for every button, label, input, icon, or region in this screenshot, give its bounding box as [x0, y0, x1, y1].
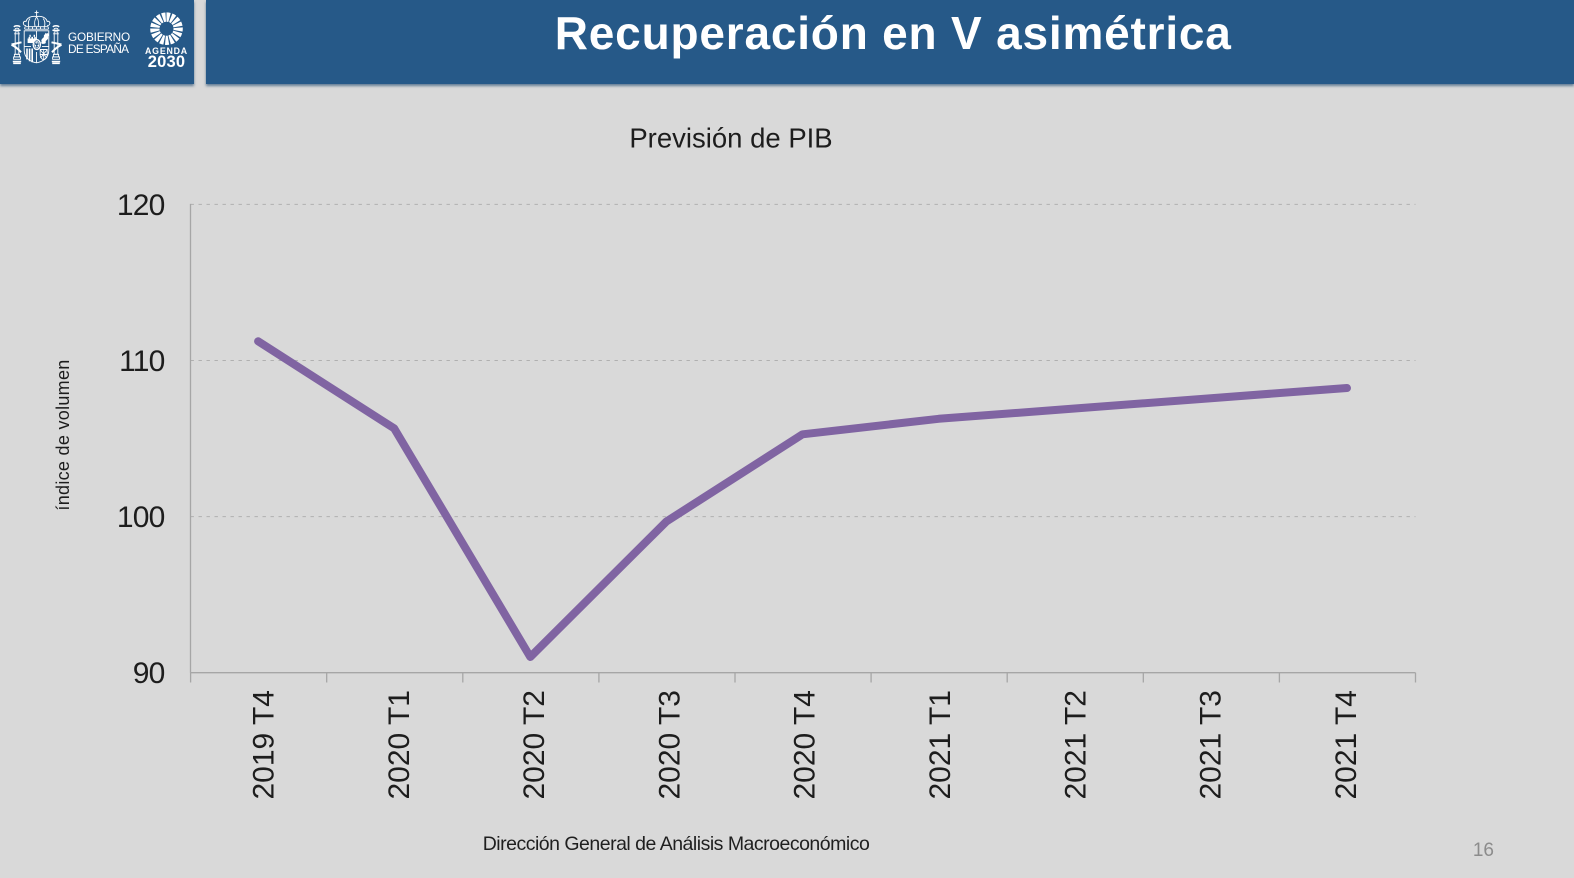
svg-text:90: 90 [133, 657, 165, 690]
svg-text:2020 T3: 2020 T3 [653, 690, 686, 800]
svg-text:2021 T4: 2021 T4 [1330, 690, 1363, 800]
svg-text:2019 T4: 2019 T4 [248, 690, 281, 800]
svg-text:2020 T2: 2020 T2 [518, 690, 551, 800]
svg-text:2021 T1: 2021 T1 [924, 690, 957, 800]
svg-text:2021 T2: 2021 T2 [1059, 690, 1092, 800]
svg-text:2021 T3: 2021 T3 [1195, 690, 1228, 800]
svg-text:Previsión de PIB: Previsión de PIB [629, 123, 832, 154]
svg-text:índice de volumen: índice de volumen [53, 359, 73, 510]
svg-text:100: 100 [117, 501, 165, 534]
svg-text:110: 110 [119, 345, 165, 378]
svg-text:120: 120 [117, 189, 165, 222]
svg-text:2020 T4: 2020 T4 [789, 690, 822, 800]
svg-text:2020 T1: 2020 T1 [383, 690, 416, 800]
